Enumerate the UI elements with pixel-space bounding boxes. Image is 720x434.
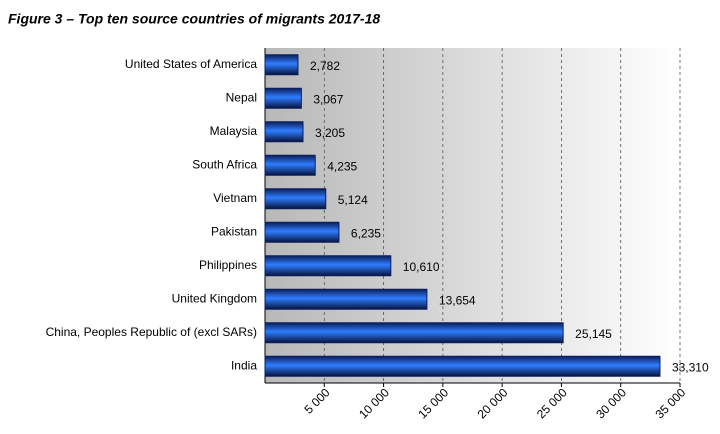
bar: [264, 188, 327, 210]
value-label: 3,205: [315, 126, 345, 140]
value-label: 6,235: [351, 226, 381, 240]
y-tick-label: Pakistan: [211, 224, 257, 238]
x-tick-label: 35 000: [653, 385, 689, 421]
bar: [264, 255, 392, 277]
bar: [264, 121, 304, 143]
value-label: 10,610: [403, 260, 440, 274]
x-tick-label: 20 000: [475, 385, 511, 421]
y-tick-label: China, Peoples Republic of (excl SARs): [46, 325, 257, 339]
x-tick-label: 15 000: [415, 385, 451, 421]
bar: [264, 322, 564, 344]
y-tick-label: South Africa: [192, 157, 257, 171]
y-tick-label: Nepal: [226, 90, 257, 104]
y-tick-label: United States of America: [125, 57, 257, 71]
value-label: 25,145: [575, 327, 612, 341]
value-label: 5,124: [338, 193, 368, 207]
x-tick-label: 30 000: [593, 385, 629, 421]
bar: [264, 154, 316, 176]
y-tick-label: India: [231, 358, 257, 372]
bar: [264, 87, 302, 109]
value-label: 2,782: [310, 59, 340, 73]
x-tick-label: 5 000: [302, 385, 333, 416]
value-label: 4,235: [327, 159, 357, 173]
value-label: 3,067: [313, 92, 343, 106]
y-tick-label: Malaysia: [210, 124, 258, 138]
bar: [264, 355, 661, 377]
y-tick-label: United Kingdom: [172, 291, 257, 305]
bar: [264, 221, 340, 243]
value-label: 33,310: [672, 360, 709, 374]
bar: [264, 54, 299, 76]
bar: [264, 288, 428, 310]
y-tick-label: Vietnam: [213, 191, 257, 205]
value-label: 13,654: [439, 293, 476, 307]
x-tick-label: 25 000: [534, 385, 570, 421]
chart-title: Figure 3 – Top ten source countries of m…: [8, 11, 380, 27]
y-tick-label: Philippines: [199, 258, 257, 272]
x-tick-label: 10 000: [356, 385, 392, 421]
